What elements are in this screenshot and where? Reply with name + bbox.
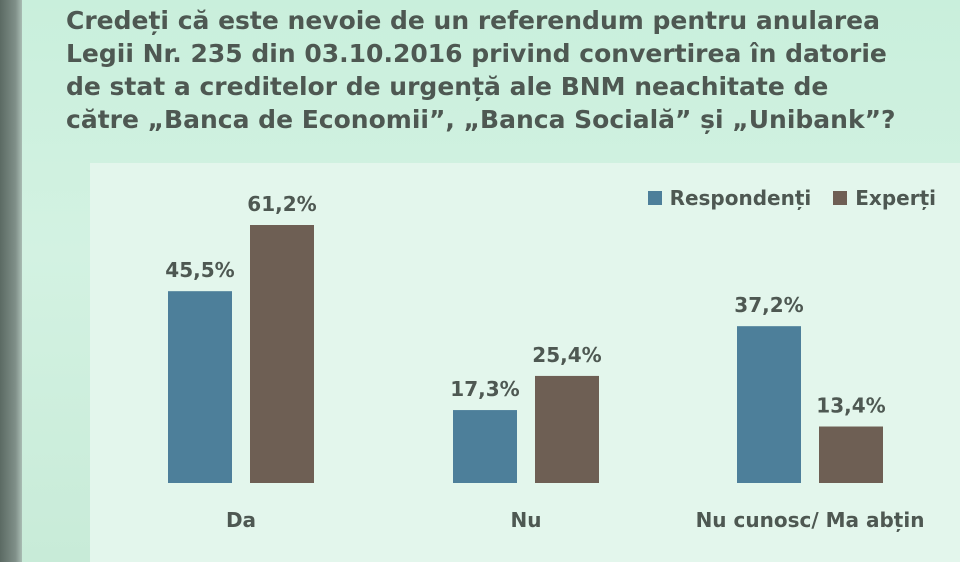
bar-respondenti-2 [737,326,801,483]
data-label-experti-1: 25,4% [532,343,601,367]
bar-experti-0 [250,225,314,483]
legend-item-experti: Experți [833,186,936,210]
chart-legend: Respondenți Experți [647,186,936,210]
data-label-respondenti-1: 17,3% [450,377,519,401]
bar-experti-2 [819,426,883,483]
legend-label-respondenti: Respondenți [669,186,812,210]
category-label-1: Nu [511,508,542,532]
data-label-experti-0: 61,2% [247,192,316,216]
bar-experti-1 [535,375,599,483]
chart-title: Credeți că este nevoie de un referendum … [66,6,896,134]
legend-label-experti: Experți [855,186,936,210]
bar-respondenti-0 [168,291,232,483]
legend-item-respondenti: Respondenți [647,186,812,210]
data-label-respondenti-2: 37,2% [734,293,803,317]
legend-swatch-experti [833,191,848,205]
category-label-0: Da [226,508,256,532]
legend-swatch-respondenti [647,191,662,205]
category-label-2: Nu cunosc/ Ma abțin [696,508,925,532]
bar-respondenti-1 [453,410,517,483]
screen-left-edge [0,0,22,562]
data-label-experti-2: 13,4% [816,394,885,418]
data-label-respondenti-0: 45,5% [165,258,234,282]
chart-panel [90,163,960,562]
